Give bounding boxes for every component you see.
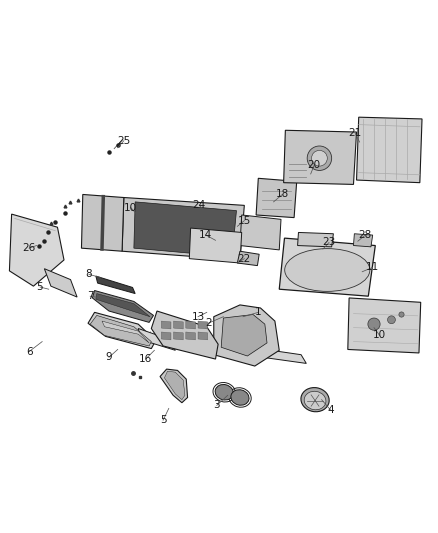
Text: 26: 26	[22, 243, 36, 253]
Polygon shape	[102, 321, 149, 343]
Text: 13: 13	[191, 312, 205, 322]
Text: 10: 10	[124, 203, 138, 213]
Polygon shape	[161, 321, 171, 329]
Polygon shape	[186, 332, 195, 340]
Polygon shape	[279, 238, 375, 296]
Text: 9: 9	[106, 352, 112, 362]
Polygon shape	[122, 198, 244, 260]
Polygon shape	[173, 332, 183, 340]
Polygon shape	[96, 276, 135, 294]
Polygon shape	[237, 251, 259, 265]
Polygon shape	[297, 232, 333, 247]
Polygon shape	[96, 294, 150, 317]
Text: 10: 10	[373, 330, 386, 341]
Polygon shape	[284, 130, 357, 184]
Polygon shape	[221, 314, 267, 356]
Circle shape	[307, 146, 332, 171]
Polygon shape	[138, 328, 175, 350]
Polygon shape	[348, 298, 421, 353]
Polygon shape	[81, 195, 124, 251]
Text: 20: 20	[307, 160, 321, 170]
Ellipse shape	[301, 387, 329, 412]
Ellipse shape	[231, 390, 249, 405]
Polygon shape	[134, 202, 237, 257]
Polygon shape	[10, 214, 64, 286]
Text: 22: 22	[238, 254, 251, 264]
Polygon shape	[189, 228, 242, 263]
Circle shape	[311, 150, 327, 166]
Polygon shape	[357, 117, 422, 183]
Polygon shape	[160, 369, 187, 403]
Text: 21: 21	[349, 128, 362, 139]
Polygon shape	[90, 316, 151, 346]
Polygon shape	[151, 311, 218, 359]
Text: 5: 5	[160, 415, 166, 425]
Text: 16: 16	[139, 354, 152, 364]
Text: 23: 23	[322, 238, 336, 247]
Text: 25: 25	[117, 136, 131, 146]
Text: 1: 1	[255, 308, 261, 317]
Ellipse shape	[304, 391, 326, 410]
Text: 4: 4	[327, 405, 334, 415]
Polygon shape	[164, 372, 185, 400]
Circle shape	[368, 318, 380, 330]
Text: 15: 15	[238, 216, 251, 225]
Polygon shape	[92, 290, 153, 322]
Text: 11: 11	[366, 262, 379, 272]
Text: 18: 18	[276, 189, 289, 199]
Polygon shape	[161, 332, 171, 340]
Circle shape	[399, 312, 404, 317]
Text: 24: 24	[193, 200, 206, 211]
Text: 3: 3	[213, 400, 220, 410]
Polygon shape	[256, 179, 297, 217]
Polygon shape	[173, 321, 183, 329]
Text: 2: 2	[205, 318, 212, 328]
Polygon shape	[259, 349, 306, 364]
Polygon shape	[186, 321, 195, 329]
Polygon shape	[353, 234, 373, 247]
Ellipse shape	[285, 248, 370, 292]
Text: 7: 7	[87, 291, 93, 301]
Text: 5: 5	[37, 282, 43, 292]
Polygon shape	[214, 305, 279, 366]
Polygon shape	[44, 269, 77, 297]
Text: 28: 28	[359, 230, 372, 240]
Text: 8: 8	[85, 269, 92, 279]
Circle shape	[388, 316, 396, 324]
Polygon shape	[240, 215, 281, 250]
Text: 14: 14	[199, 230, 212, 240]
Polygon shape	[88, 312, 155, 349]
Text: 6: 6	[26, 346, 32, 357]
Polygon shape	[198, 321, 208, 329]
Ellipse shape	[215, 384, 233, 400]
Polygon shape	[198, 332, 208, 340]
